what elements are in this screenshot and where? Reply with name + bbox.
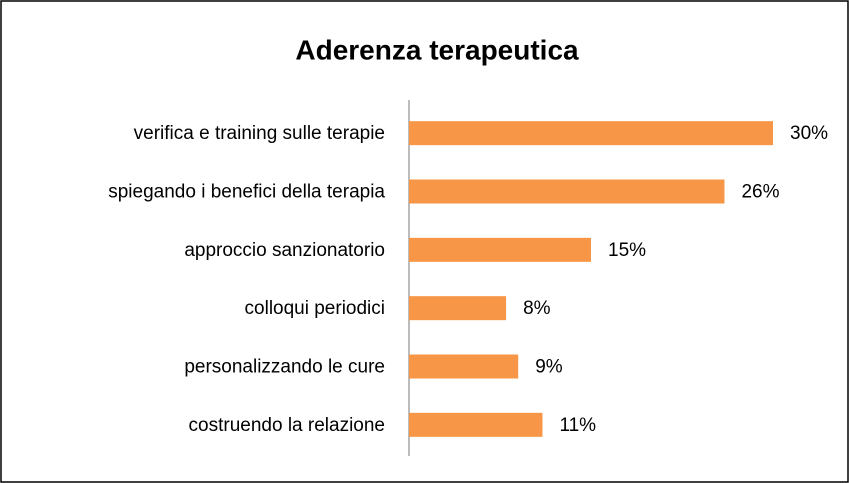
chart-title: Aderenza terapeutica [295,34,579,65]
value-label: 15% [608,240,646,261]
category-label: approccio sanzionatorio [184,240,385,261]
category-label: colloqui periodici [245,298,385,319]
category-label: costruendo la relazione [189,415,385,436]
value-label: 8% [523,298,551,319]
bar [409,237,591,262]
bar [409,179,725,204]
value-label: 26% [741,182,779,203]
value-label: 11% [559,415,596,436]
category-label: personalizzando le cure [184,357,385,378]
category-label: spiegando i benefici della terapia [108,182,385,203]
bar [409,354,519,379]
bar [409,121,773,146]
category-label: verifica e training sulle terapie [134,123,385,144]
bar [409,296,507,321]
value-label: 9% [535,357,563,378]
bar [409,412,543,437]
value-label: 30% [790,123,828,144]
